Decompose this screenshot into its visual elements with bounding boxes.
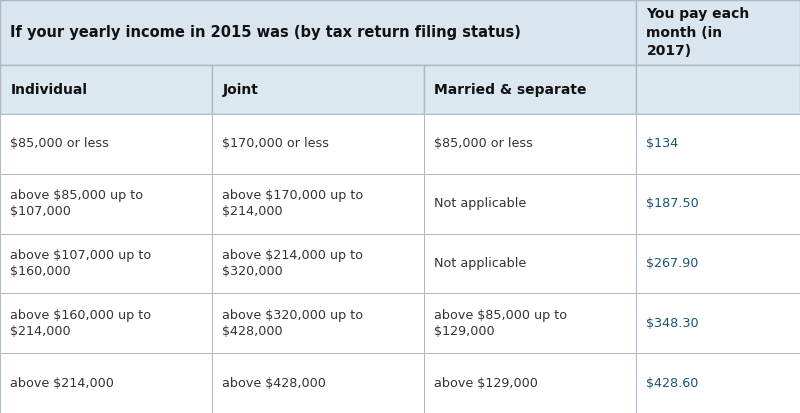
Text: $348.30: $348.30	[646, 317, 699, 330]
Text: $428.60: $428.60	[646, 377, 698, 389]
Bar	[212, 293, 424, 353]
Bar	[636, 234, 800, 293]
Text: above $129,000: above $129,000	[434, 377, 538, 389]
Text: If your yearly income in 2015 was (by tax return filing status): If your yearly income in 2015 was (by ta…	[10, 25, 522, 40]
Bar	[0, 353, 212, 413]
Bar	[424, 353, 636, 413]
Bar	[0, 114, 212, 174]
Text: above $214,000: above $214,000	[10, 377, 114, 389]
Text: $187.50: $187.50	[646, 197, 699, 210]
Text: above $85,000 up to
$129,000: above $85,000 up to $129,000	[434, 309, 567, 338]
Text: above $107,000 up to
$160,000: above $107,000 up to $160,000	[10, 249, 152, 278]
Text: above $320,000 up to
$428,000: above $320,000 up to $428,000	[222, 309, 363, 338]
Text: above $85,000 up to
$107,000: above $85,000 up to $107,000	[10, 189, 143, 218]
Bar	[636, 353, 800, 413]
Text: $85,000 or less: $85,000 or less	[434, 138, 534, 150]
Text: $85,000 or less: $85,000 or less	[10, 138, 110, 150]
Bar	[0, 0, 636, 65]
Text: above $170,000 up to
$214,000: above $170,000 up to $214,000	[222, 189, 364, 218]
Text: $267.90: $267.90	[646, 257, 698, 270]
Bar	[212, 353, 424, 413]
Bar	[212, 114, 424, 174]
Bar	[0, 65, 212, 114]
Text: above $160,000 up to
$214,000: above $160,000 up to $214,000	[10, 309, 151, 338]
Bar	[424, 234, 636, 293]
Bar	[0, 234, 212, 293]
Text: You pay each
month (in
2017): You pay each month (in 2017)	[646, 7, 750, 58]
Bar	[0, 293, 212, 353]
Text: $134: $134	[646, 138, 678, 150]
Bar	[212, 65, 424, 114]
Bar	[212, 234, 424, 293]
Text: $170,000 or less: $170,000 or less	[222, 138, 330, 150]
Bar	[0, 174, 212, 234]
Bar	[636, 0, 800, 65]
Bar	[424, 174, 636, 234]
Text: above $214,000 up to
$320,000: above $214,000 up to $320,000	[222, 249, 363, 278]
Bar	[636, 114, 800, 174]
Text: above $428,000: above $428,000	[222, 377, 326, 389]
Bar	[636, 293, 800, 353]
Bar	[424, 114, 636, 174]
Text: Married & separate: Married & separate	[434, 83, 587, 97]
Bar	[424, 65, 636, 114]
Text: Not applicable: Not applicable	[434, 197, 526, 210]
Bar	[636, 65, 800, 114]
Bar	[636, 174, 800, 234]
Text: Not applicable: Not applicable	[434, 257, 526, 270]
Text: Individual: Individual	[10, 83, 87, 97]
Bar	[424, 293, 636, 353]
Text: Joint: Joint	[222, 83, 258, 97]
Bar	[212, 174, 424, 234]
